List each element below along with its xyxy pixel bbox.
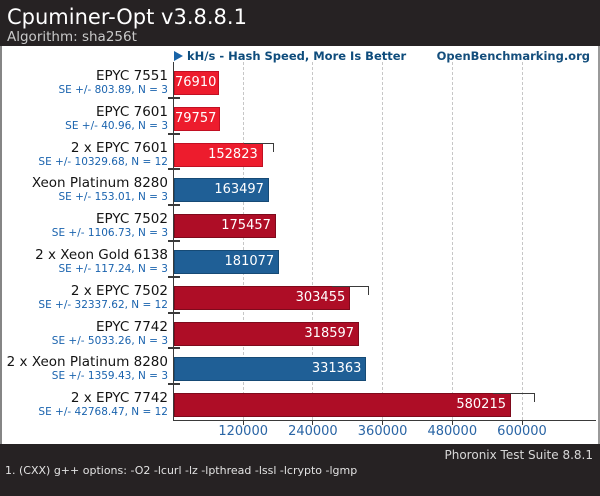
- compiler-options-note: 1. (CXX) g++ options: -O2 -lcurl -lz -lp…: [5, 464, 358, 477]
- bar-value-label: 303455: [295, 289, 346, 305]
- row-separator-tick: [167, 383, 180, 386]
- bar-row-label: 2 x EPYC 7742 SE +/- 42768.47, N = 12: [2, 390, 168, 419]
- standard-error-label: SE +/- 40.96, N = 3: [65, 119, 168, 132]
- bar-value-label: 152823: [208, 146, 258, 162]
- bar-value-label: 181077: [224, 254, 275, 269]
- bar-row-label: 2 x Xeon Gold 6138 SE +/- 117.24, N = 3: [2, 247, 168, 276]
- x-axis-tick: [382, 420, 384, 425]
- row-separator-tick: [167, 204, 180, 207]
- x-axis-tick: [242, 420, 244, 425]
- x-axis-tick-label: 480000: [427, 424, 478, 439]
- x-axis-tick: [521, 420, 523, 425]
- bar-row-label: 2 x EPYC 7601 SE +/- 10329.68, N = 12: [2, 140, 168, 169]
- gridline: [451, 62, 453, 420]
- x-axis-tick-label: 360000: [357, 424, 408, 439]
- gridline: [521, 62, 523, 420]
- x-axis-tick-label: 240000: [288, 424, 338, 439]
- bar-row-label: 2 x EPYC 7502 SE +/- 32337.62, N = 12: [2, 283, 168, 312]
- bar: 318597: [174, 321, 360, 346]
- bar: 181077: [174, 250, 280, 274]
- bar-value-label: 79757: [175, 110, 217, 126]
- bar: 163497: [174, 178, 269, 203]
- bar-row-label: Xeon Platinum 8280 SE +/- 153.01, N = 3: [2, 175, 168, 204]
- bar: 331363: [174, 357, 367, 382]
- standard-error-label: SE +/- 153.01, N = 3: [58, 191, 168, 204]
- standard-error-label: SE +/- 42768.47, N = 12: [38, 406, 168, 419]
- x-axis-tick: [312, 420, 314, 425]
- category-label: EPYC 7601: [96, 103, 168, 120]
- standard-error-label: SE +/- 1359.43, N = 3: [51, 370, 168, 383]
- bar: 152823: [174, 142, 263, 167]
- error-whisker: [331, 285, 369, 295]
- page-subtitle: Algorithm: sha256t: [7, 29, 137, 45]
- gridline: [242, 62, 244, 420]
- row-separator-tick: [167, 240, 180, 242]
- bar-value-label: 331363: [311, 361, 362, 377]
- category-label: 2 x EPYC 7502: [70, 282, 168, 299]
- row-separator-tick: [167, 96, 180, 99]
- bar-row-label: EPYC 7502 SE +/- 1106.73, N = 3: [2, 211, 168, 240]
- standard-error-label: SE +/- 803.89, N = 3: [58, 84, 168, 96]
- standard-error-label: SE +/- 1106.73, N = 3: [51, 227, 168, 240]
- bar-row-label: 2 x Xeon Platinum 8280 SE +/- 1359.43, N …: [2, 354, 168, 383]
- value-axis-caption-text: kH/s - Hash Speed, More Is Better: [187, 49, 407, 63]
- page-title: Cpuminer-Opt v3.8.8.1: [7, 5, 247, 29]
- standard-error-label: SE +/- 10329.68, N = 12: [38, 155, 168, 168]
- standard-error-label: SE +/- 5033.26, N = 3: [51, 334, 168, 347]
- bar-value-label: 163497: [214, 182, 264, 198]
- category-label: Xeon Platinum 8280: [31, 175, 168, 192]
- bar-value-label: 580215: [456, 397, 506, 413]
- standard-error-label: SE +/- 32337.62, N = 12: [38, 298, 168, 311]
- bar: 76910: [174, 71, 219, 95]
- bar: 79757: [174, 106, 221, 131]
- category-label: EPYC 7551: [96, 68, 168, 84]
- bar-row-label: EPYC 7551 SE +/- 803.89, N = 3: [2, 68, 168, 97]
- category-label: 2 x Xeon Platinum 8280: [6, 354, 168, 371]
- category-label: 2 x EPYC 7601: [70, 139, 168, 156]
- bar-row-label: EPYC 7601 SE +/- 40.96, N = 3: [2, 104, 168, 133]
- row-separator-tick: [167, 275, 180, 278]
- bar-value-label: 318597: [304, 325, 355, 341]
- category-label: 2 x EPYC 7742: [70, 390, 168, 407]
- error-whisker: [244, 142, 275, 152]
- benchmark-chart: kH/s - Hash Speed, More Is Better OpenBe…: [0, 46, 600, 444]
- x-axis-tick: [451, 420, 453, 425]
- title-bar: Cpuminer-Opt v3.8.8.1 Algorithm: sha256t: [0, 0, 600, 46]
- phoronix-version-label: Phoronix Test Suite 8.8.1: [444, 448, 594, 462]
- bar-value-label: 175457: [221, 218, 271, 234]
- category-label: 2 x Xeon Gold 6138: [35, 247, 168, 263]
- row-separator-tick: [167, 347, 180, 350]
- x-axis-tick-label: 120000: [218, 424, 269, 439]
- error-whisker: [492, 393, 536, 403]
- gridline: [382, 62, 384, 420]
- value-axis-caption: kH/s - Hash Speed, More Is Better: [174, 49, 406, 63]
- footer-bar: Phoronix Test Suite 8.8.1 1. (CXX) g++ o…: [0, 444, 600, 496]
- row-separator-tick: [167, 311, 180, 314]
- bar-value-label: 76910: [175, 75, 217, 90]
- openbenchmarking-link[interactable]: OpenBenchmarking.org: [436, 49, 590, 63]
- x-axis-tick-label: 600000: [497, 424, 547, 439]
- gridline: [312, 62, 314, 420]
- category-label: EPYC 7502: [96, 211, 168, 228]
- bar: 175457: [174, 214, 276, 239]
- x-axis-line: [173, 420, 596, 421]
- category-label: EPYC 7742: [96, 318, 168, 335]
- row-separator-tick: [167, 132, 180, 135]
- row-separator-tick: [167, 168, 180, 171]
- standard-error-label: SE +/- 117.24, N = 3: [58, 263, 168, 275]
- play-arrow-icon: [174, 51, 183, 61]
- bar: 580215: [174, 393, 511, 418]
- bar: 303455: [174, 285, 351, 310]
- bar-row-label: EPYC 7742 SE +/- 5033.26, N = 3: [2, 319, 168, 348]
